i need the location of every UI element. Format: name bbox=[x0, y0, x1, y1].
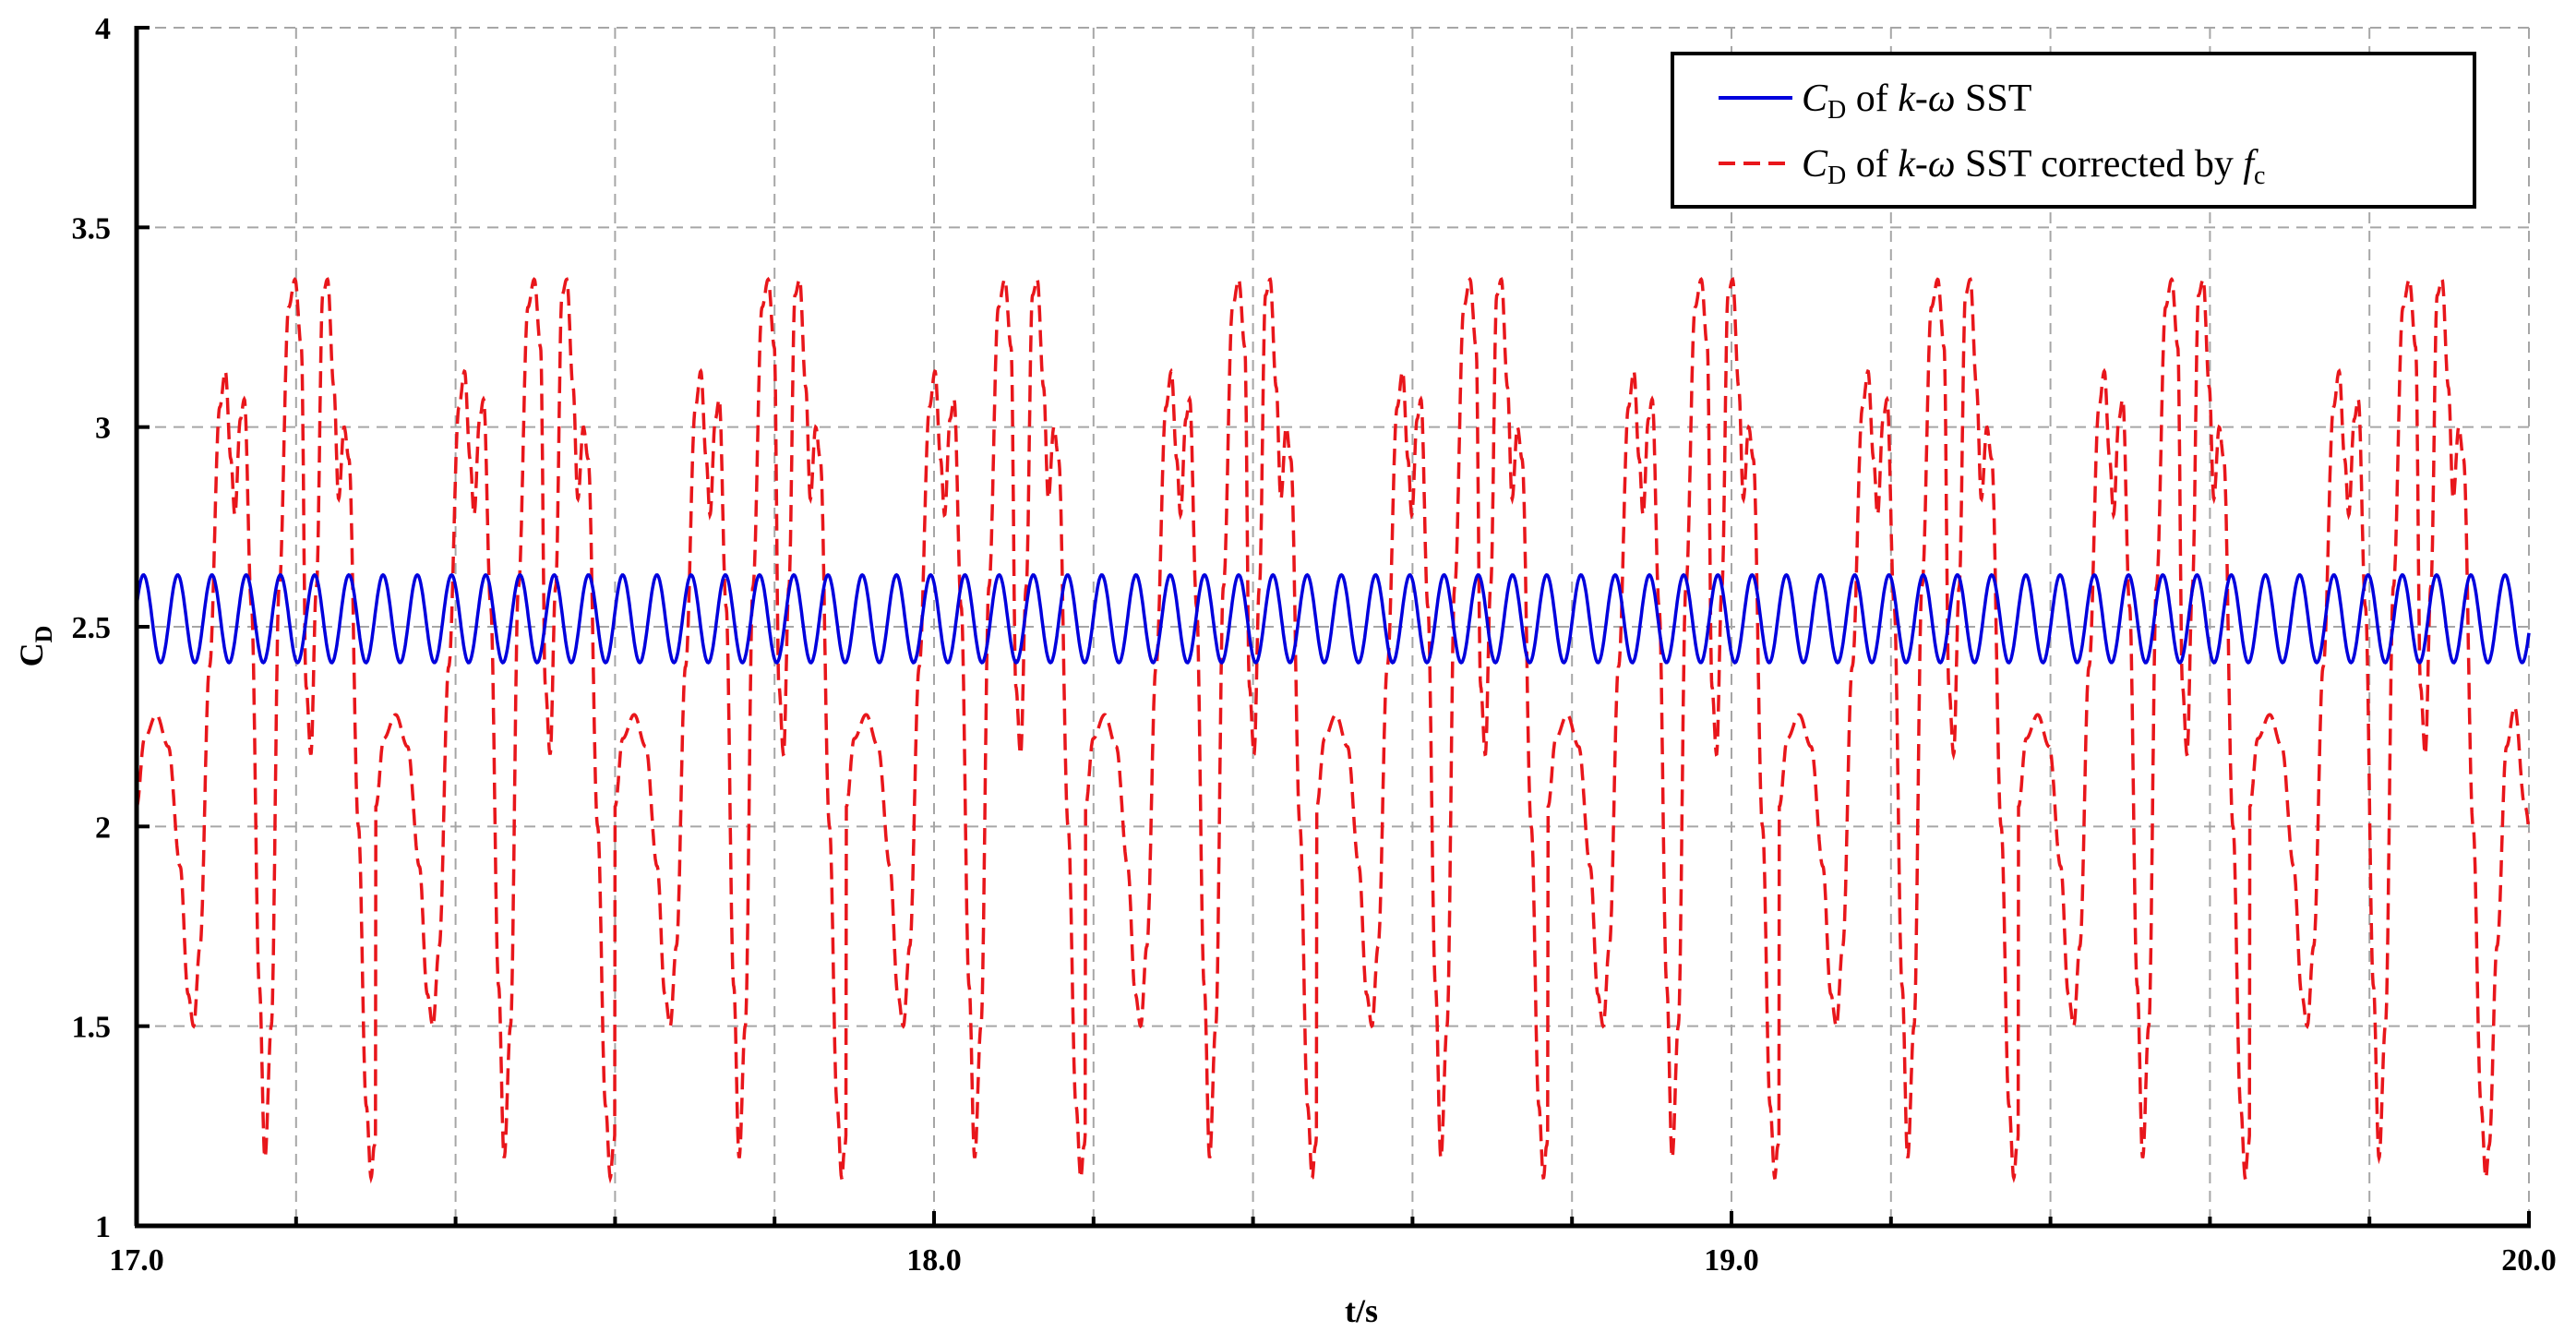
x-tick-label: 17.0 bbox=[109, 1243, 164, 1278]
y-axis-title: CD bbox=[13, 626, 57, 667]
y-tick-label: 2.5 bbox=[72, 611, 112, 645]
series-layer bbox=[135, 276, 2531, 1184]
y-axis-title-sub: D bbox=[30, 626, 57, 643]
x-tick-label: 20.0 bbox=[2501, 1243, 2557, 1278]
legend-label-blue: CD of k-ω SST bbox=[1802, 78, 2031, 125]
series-red-corrected-line bbox=[135, 276, 2531, 1184]
axis-layer: 1 1.5 2 2.5 3 3.5 4 17.0 18.0 19.0 20.0 bbox=[72, 12, 2557, 1278]
x-tick-label: 19.0 bbox=[1704, 1243, 1759, 1278]
legend-label-red: CD of k-ω SST corrected by fc bbox=[1802, 143, 2265, 190]
x-tick-label: 18.0 bbox=[906, 1243, 962, 1278]
x-axis-title: t/s bbox=[1345, 1292, 1378, 1329]
y-tick-label: 2 bbox=[95, 810, 111, 845]
y-tick-label: 1.5 bbox=[72, 1011, 112, 1045]
label-layer: t/s CD bbox=[13, 626, 1378, 1329]
y-tick-label: 3 bbox=[95, 412, 111, 446]
legend-box bbox=[1671, 52, 2476, 209]
svg-text:CD: CD bbox=[13, 626, 57, 667]
y-tick-label: 1 bbox=[95, 1210, 111, 1244]
y-tick-label: 4 bbox=[95, 12, 111, 46]
y-axis-title-main: C bbox=[13, 642, 50, 666]
y-tick-label: 3.5 bbox=[72, 211, 112, 246]
legend: CD of k-ω SST CD of k-ω SST corrected by… bbox=[1671, 52, 2476, 209]
series-blue-sst-line bbox=[135, 572, 2531, 665]
